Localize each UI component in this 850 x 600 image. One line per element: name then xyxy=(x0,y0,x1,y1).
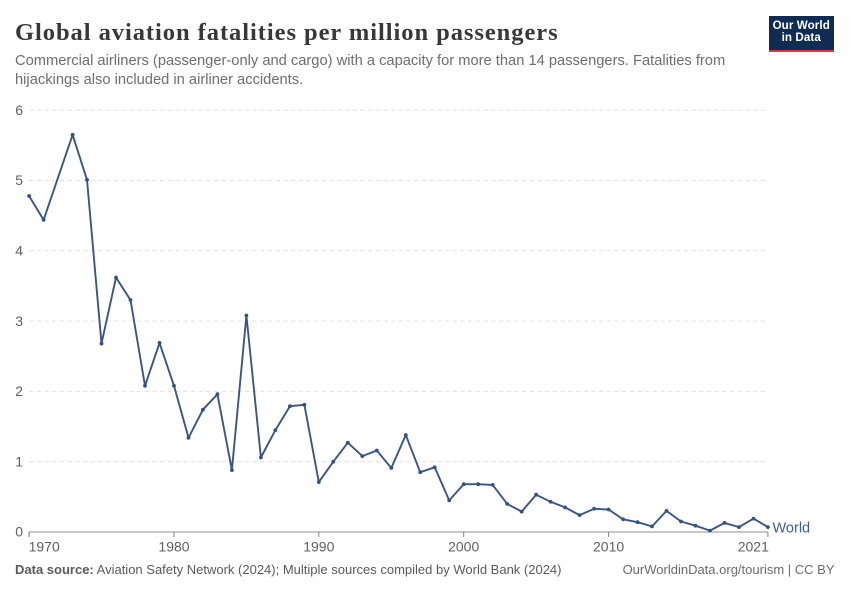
svg-text:4: 4 xyxy=(15,243,23,259)
svg-text:2000: 2000 xyxy=(448,539,479,555)
svg-text:1980: 1980 xyxy=(158,539,189,555)
svg-text:World: World xyxy=(773,521,811,537)
svg-text:3: 3 xyxy=(15,313,23,329)
svg-text:2010: 2010 xyxy=(593,539,624,555)
svg-text:0: 0 xyxy=(15,524,23,540)
svg-text:5: 5 xyxy=(15,172,23,188)
svg-text:1: 1 xyxy=(15,453,23,469)
svg-text:2: 2 xyxy=(15,383,23,399)
svg-text:1970: 1970 xyxy=(29,539,60,555)
svg-text:6: 6 xyxy=(15,102,23,118)
svg-text:1990: 1990 xyxy=(303,539,334,555)
svg-text:2021: 2021 xyxy=(738,539,769,555)
